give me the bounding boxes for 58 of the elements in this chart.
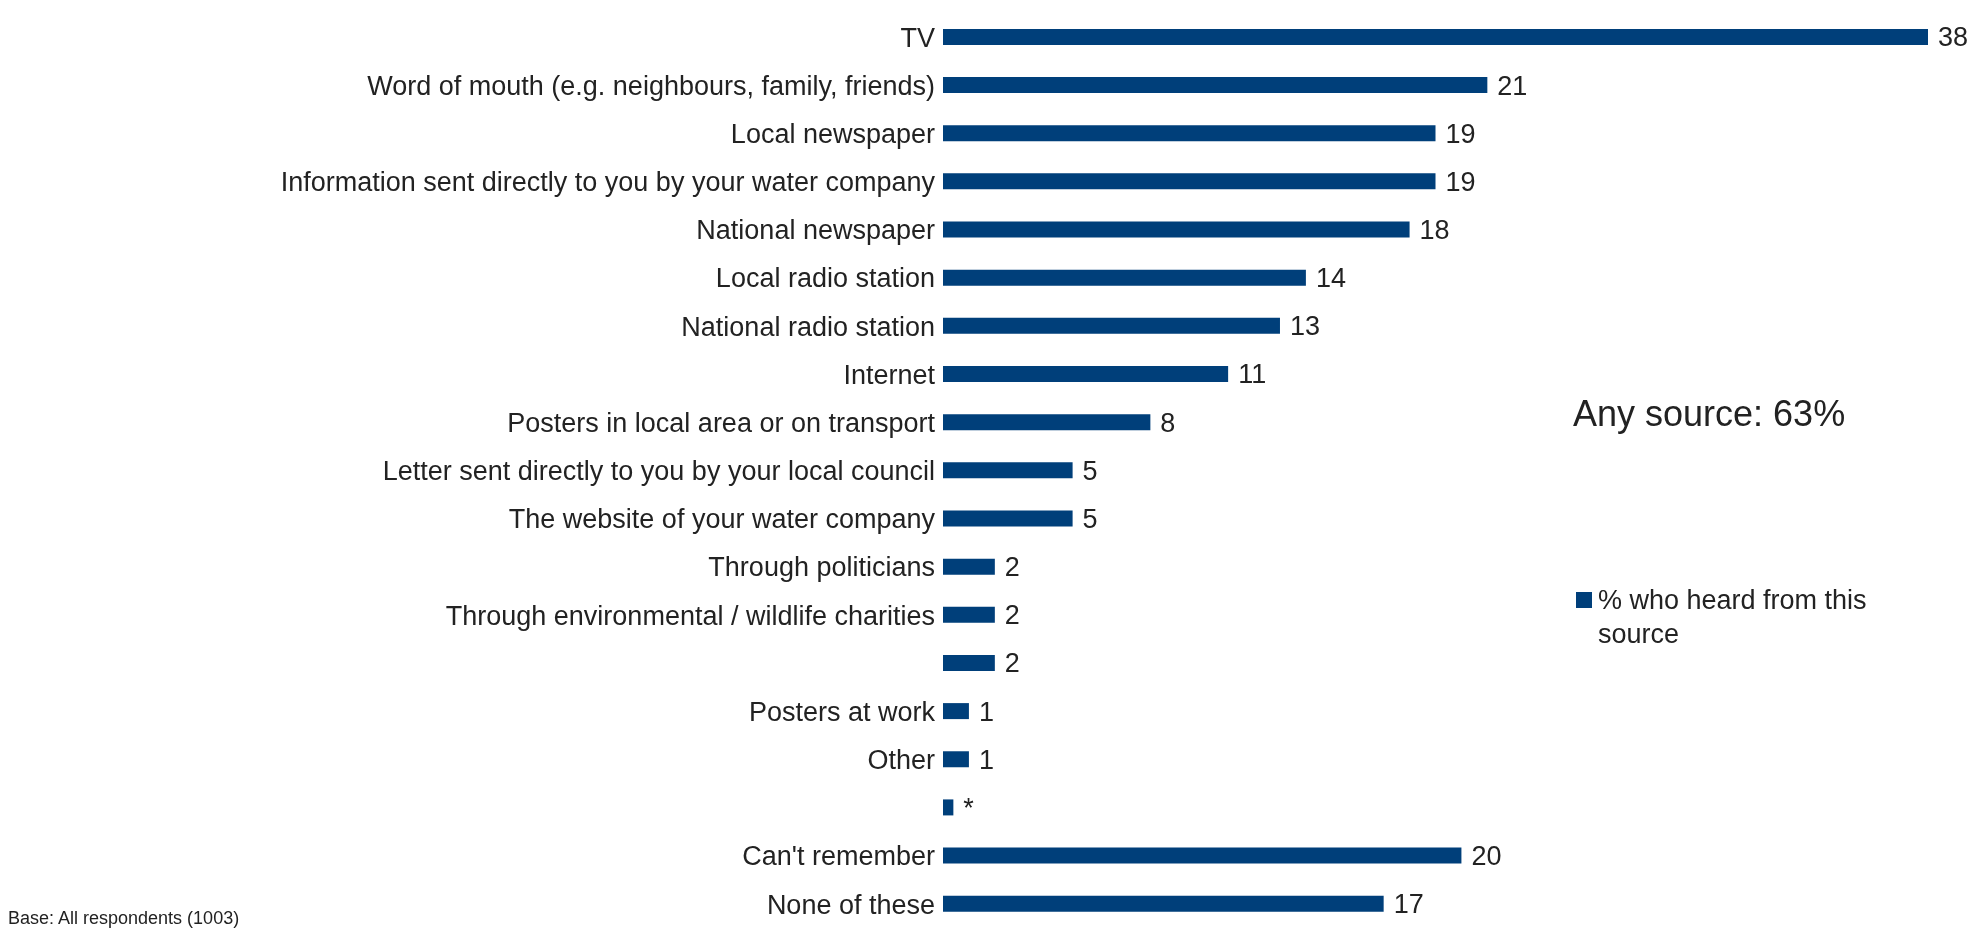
bar: [943, 173, 1436, 190]
bar: [943, 462, 1073, 479]
y-tick-label: Local radio station: [715, 263, 935, 294]
y-tick-label: National radio station: [681, 311, 935, 342]
y-tick-label: Posters in local area or on transport: [507, 407, 936, 438]
data-label: 20: [1471, 841, 1502, 872]
data-label: 2: [1004, 552, 1020, 583]
y-tick-label: Letter sent directly to you by your local council: [382, 456, 935, 487]
bar: [943, 606, 995, 623]
data-label: *: [963, 792, 975, 823]
data-label: 5: [1082, 455, 1098, 486]
bar: [943, 414, 1151, 431]
data-label: 1: [978, 744, 994, 775]
data-label: 2: [1004, 600, 1020, 631]
data-label: 1: [978, 696, 994, 727]
data-label: 11: [1238, 359, 1267, 390]
bar: [943, 799, 954, 816]
data-label: 14: [1315, 263, 1346, 294]
y-tick-label: Internet: [843, 359, 936, 390]
bar: [943, 558, 995, 575]
bar: [943, 77, 1488, 94]
data-label: 18: [1419, 214, 1450, 245]
y-tick-label: Through politicians: [708, 552, 935, 583]
bar: [943, 847, 1462, 864]
y-tick-label: The website of your water company: [508, 504, 936, 535]
data-label: 2: [1004, 648, 1020, 679]
bar: [943, 366, 1229, 382]
y-tick-label: Information sent directly to you by your water company: [280, 167, 936, 198]
y-tick-label: Word of mouth (e.g. neighbours, family, friends): [367, 70, 935, 101]
y-tick-label: TV: [900, 22, 935, 53]
bar: [943, 895, 1384, 912]
bar: [943, 269, 1306, 286]
bar: [943, 654, 995, 671]
data-label: 19: [1445, 118, 1476, 149]
bar: [943, 28, 1928, 45]
bar: [943, 703, 969, 720]
data-label: 5: [1082, 503, 1098, 534]
text: Base: All respondents (1003): [8, 908, 240, 929]
bar: [943, 751, 969, 768]
y-tick-label: Other: [867, 745, 935, 776]
y-tick-label: None of these: [766, 889, 935, 920]
data-label: 13: [1289, 311, 1321, 342]
bar: [943, 125, 1436, 142]
y-tick-label: Local newspaper: [730, 118, 935, 149]
legend-label: % who heard from this source: [1598, 584, 1868, 651]
data-label: 8: [1160, 407, 1176, 438]
data-label: 17: [1393, 889, 1424, 920]
y-tick-label: Through environmental / wildlife charities: [445, 600, 935, 631]
bar: [943, 510, 1073, 527]
bar: [943, 317, 1280, 334]
data-label: 21: [1497, 70, 1528, 101]
data-label: 19: [1445, 166, 1476, 197]
y-tick-label: National newspaper: [696, 215, 935, 246]
bar: [943, 221, 1410, 238]
annotation: Any source: 63%: [1573, 393, 1846, 435]
y-tick-label: Can't remember: [742, 841, 936, 872]
data-label: 38: [1938, 22, 1969, 53]
y-tick-label: Posters at work: [748, 696, 936, 727]
